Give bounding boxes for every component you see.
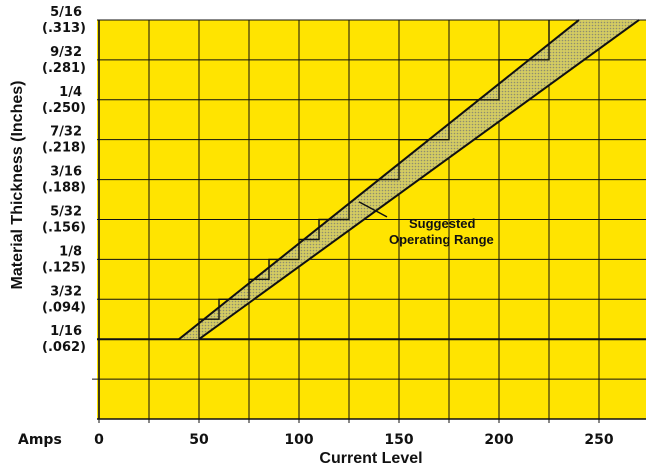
operating-range	[178, 19, 640, 340]
x-tick-label: 100	[284, 432, 313, 448]
y-tick-fraction: 1/16	[50, 324, 82, 339]
annotation-line-1: Suggested	[409, 216, 476, 231]
y-tick: 3/16(.188)	[42, 165, 86, 196]
y-tick-decimal: (.188)	[42, 181, 86, 196]
x-tick-label: 250	[584, 432, 613, 448]
y-tick-fraction: 7/32	[50, 125, 82, 140]
y-tick: 5/16(.313)	[42, 5, 86, 36]
range-upper-line	[178, 19, 580, 340]
x-tick-label: 50	[189, 432, 209, 448]
y-tick-fraction: 9/32	[50, 45, 82, 60]
y-tick-decimal: (.125)	[42, 260, 86, 275]
y-tick-fraction: 5/32	[50, 204, 82, 219]
y-tick: 1/4(.250)	[42, 85, 86, 116]
y-tick: 5/32(.156)	[42, 204, 86, 235]
y-tick-decimal: (.250)	[42, 101, 86, 116]
y-tick-decimal: (.094)	[42, 300, 86, 315]
y-tick-fraction: 1/4	[59, 85, 82, 100]
y-tick-decimal: (.281)	[42, 61, 86, 76]
y-axis-title: Material Thickness (Inches)	[9, 81, 26, 290]
y-tick-fraction: 3/32	[50, 284, 82, 299]
x-tick-label: 0	[94, 432, 104, 448]
x-tick-label: 150	[384, 432, 413, 448]
x-tick-labels: 0 50 100 150 200 250	[94, 432, 614, 448]
y-tick: 1/16(.062)	[42, 324, 86, 355]
x-tick-label: 200	[484, 432, 513, 448]
y-tick: 3/32(.094)	[42, 284, 86, 315]
y-tick: 1/8(.125)	[42, 244, 86, 275]
x-axis-title: Current Level	[319, 450, 422, 467]
range-lower-line	[198, 19, 640, 340]
y-tick: 9/32(.281)	[42, 45, 86, 76]
range-steps	[198, 19, 550, 340]
y-tick-decimal: (.062)	[42, 340, 86, 355]
y-tick-fraction: 5/16	[50, 5, 82, 20]
y-tick-labels: 1/16(.062) 3/32(.094) 1/8(.125) 5/32(.156) 3…	[42, 5, 86, 355]
y-tick-decimal: (.218)	[42, 141, 86, 156]
annotation-line-2: Operating Range	[389, 232, 494, 247]
y-tick: 7/32(.218)	[42, 125, 86, 156]
y-tick-fraction: 3/16	[50, 165, 82, 180]
y-tick-decimal: (.156)	[42, 220, 86, 235]
y-tick-decimal: (.313)	[42, 21, 86, 36]
x-unit-label: Amps	[18, 432, 62, 448]
y-tick-fraction: 1/8	[59, 244, 82, 259]
annotation-leader	[358, 201, 388, 218]
